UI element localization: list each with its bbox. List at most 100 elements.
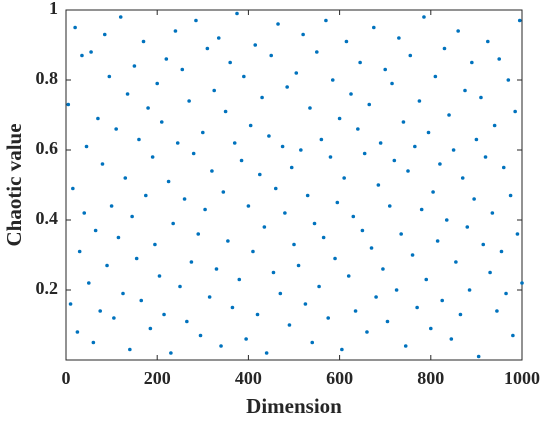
point — [278, 291, 283, 296]
point — [415, 305, 419, 310]
point — [84, 144, 89, 149]
point — [474, 137, 479, 142]
point — [144, 193, 148, 198]
point — [258, 172, 262, 177]
point — [96, 116, 100, 121]
point — [114, 127, 118, 131]
point — [98, 309, 102, 313]
point — [303, 302, 308, 306]
point — [112, 316, 116, 320]
point — [71, 186, 75, 191]
point — [75, 330, 80, 334]
point — [246, 204, 251, 208]
y-tick-label: 1 — [49, 0, 58, 18]
point — [513, 109, 517, 114]
point — [385, 319, 390, 324]
point — [353, 309, 358, 313]
point — [413, 144, 417, 149]
point — [294, 71, 299, 75]
point — [105, 263, 109, 268]
point — [335, 200, 340, 205]
point — [116, 235, 121, 240]
point — [422, 15, 426, 19]
point — [237, 277, 242, 282]
point — [137, 137, 141, 142]
point — [296, 263, 301, 268]
point — [148, 326, 153, 331]
point — [232, 141, 237, 145]
point — [490, 211, 495, 215]
point — [360, 228, 365, 233]
point — [504, 291, 508, 296]
y-tick-label: 0.2 — [36, 278, 59, 298]
point — [201, 130, 205, 135]
point — [470, 60, 474, 65]
point — [460, 176, 465, 180]
point — [426, 130, 431, 135]
point — [132, 64, 137, 68]
x-tick-label: 400 — [235, 368, 262, 388]
point — [358, 60, 362, 65]
point — [102, 32, 107, 37]
point — [499, 249, 504, 254]
point — [73, 25, 77, 30]
point — [185, 319, 189, 324]
point — [80, 53, 84, 58]
point — [431, 190, 435, 194]
point — [169, 351, 173, 355]
point — [337, 116, 342, 121]
point — [454, 260, 458, 264]
point — [312, 221, 317, 226]
point — [495, 309, 499, 313]
point — [476, 354, 481, 359]
plot-frame — [65, 9, 523, 361]
point — [408, 53, 413, 58]
point — [330, 78, 335, 82]
point — [180, 67, 185, 72]
point — [253, 43, 258, 47]
point — [255, 312, 260, 317]
point — [501, 165, 506, 170]
point — [381, 267, 385, 271]
point — [442, 46, 447, 51]
point — [390, 81, 394, 86]
point — [260, 95, 264, 100]
point — [121, 291, 125, 296]
point — [488, 270, 492, 275]
point — [214, 267, 219, 271]
point — [308, 106, 312, 110]
point — [125, 92, 130, 96]
point — [164, 57, 169, 61]
point — [449, 337, 454, 341]
point — [351, 214, 356, 219]
point — [333, 256, 337, 261]
point — [150, 155, 155, 159]
point — [486, 39, 490, 44]
point — [508, 193, 513, 198]
point — [118, 15, 123, 19]
point — [173, 29, 178, 33]
point — [310, 340, 315, 345]
point — [285, 85, 289, 89]
point — [465, 225, 470, 229]
point — [216, 36, 221, 40]
point — [248, 123, 253, 128]
point — [77, 249, 82, 254]
point — [324, 18, 328, 23]
point — [481, 242, 486, 247]
point — [472, 197, 476, 201]
point — [289, 165, 294, 170]
point — [301, 32, 305, 37]
point — [520, 281, 524, 285]
point — [410, 253, 415, 257]
point — [223, 109, 228, 114]
point — [239, 158, 244, 163]
point — [399, 232, 403, 236]
point — [157, 274, 162, 278]
point — [315, 50, 319, 54]
point — [299, 148, 303, 152]
point — [205, 46, 210, 51]
point — [68, 302, 73, 306]
point — [219, 344, 223, 348]
point — [87, 281, 91, 285]
